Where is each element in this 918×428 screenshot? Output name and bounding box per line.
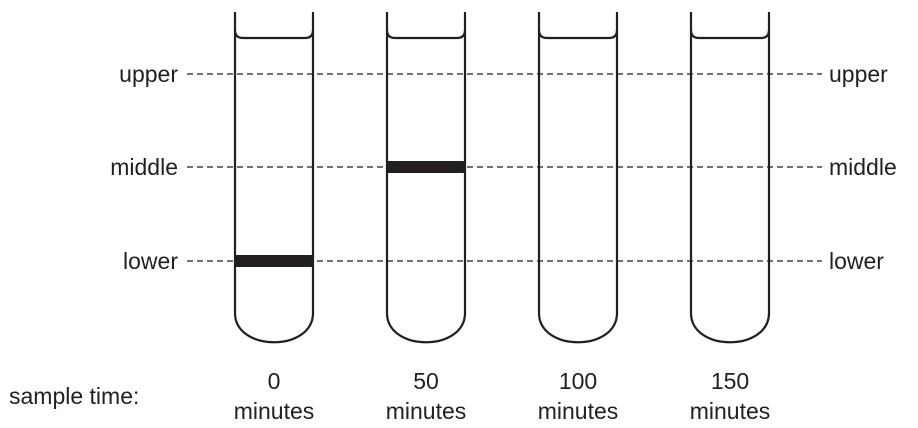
left-level-labels: upper middle lower xyxy=(110,61,178,274)
guide-lines xyxy=(187,73,822,262)
sample-time-value: 0 xyxy=(268,368,281,394)
tube-outline xyxy=(233,12,315,344)
time-labels-group: 0 minutes 50 minutes 100 minutes 150 minutes xyxy=(234,368,771,424)
tube-150-minutes xyxy=(689,12,771,344)
sample-time-unit: minutes xyxy=(538,398,619,424)
level-label-upper-right: upper xyxy=(829,61,888,87)
level-label-lower-right: lower xyxy=(829,248,884,274)
level-label-upper-left: upper xyxy=(119,61,178,87)
tube-50-minutes xyxy=(385,12,467,344)
tube-outline xyxy=(385,12,467,344)
tubes-group xyxy=(233,12,771,344)
level-label-middle-right: middle xyxy=(829,154,897,180)
sample-time-unit: minutes xyxy=(386,398,467,424)
tube-outline xyxy=(689,12,771,344)
tube-rim xyxy=(689,29,771,40)
sample-time-value: 100 xyxy=(559,368,597,394)
tube-outline xyxy=(537,12,619,344)
right-level-labels: upper middle lower xyxy=(829,61,897,274)
dna-band-lower xyxy=(235,255,313,267)
level-label-lower-left: lower xyxy=(123,248,178,274)
sample-time-value: 50 xyxy=(413,368,439,394)
tube-rim xyxy=(233,29,315,40)
dna-band-middle xyxy=(387,161,465,173)
level-label-middle-left: middle xyxy=(110,154,178,180)
sample-time-value: 150 xyxy=(711,368,749,394)
sample-time-unit: minutes xyxy=(690,398,771,424)
sample-time-unit: minutes xyxy=(234,398,315,424)
tube-rim xyxy=(385,29,467,40)
tube-0-minutes xyxy=(233,12,315,344)
tube-rim xyxy=(537,29,619,40)
tube-100-minutes xyxy=(537,12,619,344)
sample-time-label: sample time: xyxy=(9,383,139,409)
